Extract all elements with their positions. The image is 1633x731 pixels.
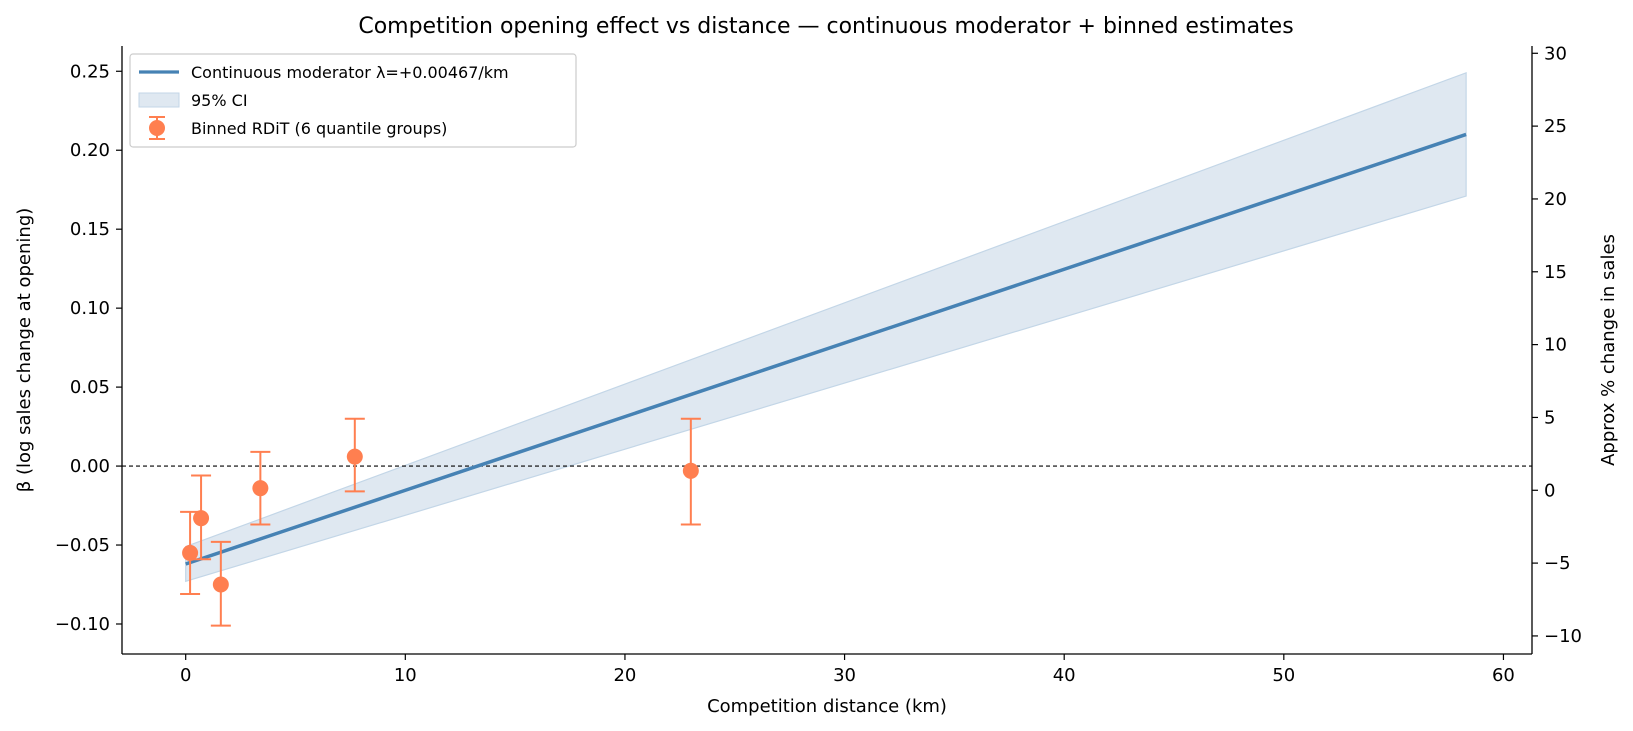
- legend-label-line: Continuous moderator λ=+0.00467/km: [191, 63, 509, 82]
- x-tick-label: 60: [1492, 665, 1515, 686]
- x-tick-label: 0: [180, 665, 191, 686]
- legend-swatch-point: [149, 120, 165, 136]
- moderator-line: [185, 132, 1467, 566]
- y2-tick-label: 0: [1544, 480, 1555, 501]
- y2-tick-label: −5: [1544, 553, 1571, 574]
- x-tick-label: 50: [1272, 665, 1295, 686]
- binned-estimate: [250, 450, 271, 526]
- binned-estimate: [191, 474, 212, 561]
- plot-area: [122, 71, 1532, 627]
- y2-tick-label: 30: [1544, 43, 1567, 64]
- y-tick-label: 0.00: [70, 456, 110, 477]
- y-tick-label: 0.25: [70, 61, 110, 82]
- x-tick-label: 40: [1053, 665, 1076, 686]
- binned-point: [182, 544, 199, 561]
- legend-label-errorbar: Binned RDiT (6 quantile groups): [191, 119, 447, 138]
- y2-tick-label: −10: [1544, 626, 1582, 647]
- y-tick-label: 0.20: [70, 140, 110, 161]
- binned-estimate: [344, 417, 365, 493]
- y-tick-label: −0.05: [55, 535, 110, 556]
- x-axis-ticks: 0 10 20 30 40 50 60: [180, 654, 1515, 686]
- y-axis-title: β (log sales change at opening): [14, 208, 35, 493]
- binned-point: [212, 576, 229, 593]
- x-axis-title: Competition distance (km): [707, 696, 947, 717]
- legend-label-band: 95% CI: [191, 91, 248, 110]
- legend-swatch-band: [138, 92, 180, 108]
- y-tick-label: −0.10: [55, 614, 110, 635]
- ci-band: [185, 71, 1467, 583]
- y-tick-label: 0.15: [70, 219, 110, 240]
- y-tick-label: 0.10: [70, 298, 110, 319]
- binned-estimate: [680, 417, 701, 526]
- y2-tick-label: 15: [1544, 262, 1567, 283]
- binned-point: [682, 462, 699, 479]
- y2-tick-label: 25: [1544, 116, 1567, 137]
- binned-point: [193, 510, 210, 527]
- legend-frame: [129, 53, 577, 148]
- legend: Continuous moderator λ=+0.00467/km 95% C…: [129, 53, 577, 148]
- y-axis-ticks: −0.10 −0.05 0.00 0.05 0.10 0.15 0.20 0.25: [55, 61, 122, 635]
- chart-title: Competition opening effect vs distance —…: [358, 14, 1293, 39]
- x-tick-label: 20: [613, 665, 636, 686]
- y2-tick-label: 10: [1544, 335, 1567, 356]
- x-tick-label: 30: [833, 665, 856, 686]
- binned-point: [346, 448, 363, 465]
- binned-point: [252, 480, 269, 497]
- y2-tick-label: 20: [1544, 189, 1567, 210]
- axes: 0 10 20 30 40 50 60 −0.10−0.050.000.050.100.15…: [55, 43, 1582, 686]
- binned-estimate: [210, 540, 231, 627]
- x-tick-label: 10: [394, 665, 417, 686]
- y2-axis-title: Approx % change in sales: [1598, 234, 1619, 466]
- y2-axis-ticks: −10 −5 0 5 10 15 20 25 30: [1532, 43, 1582, 647]
- y2-tick-label: 5: [1544, 407, 1555, 428]
- y-tick-label: 0.05: [70, 377, 110, 398]
